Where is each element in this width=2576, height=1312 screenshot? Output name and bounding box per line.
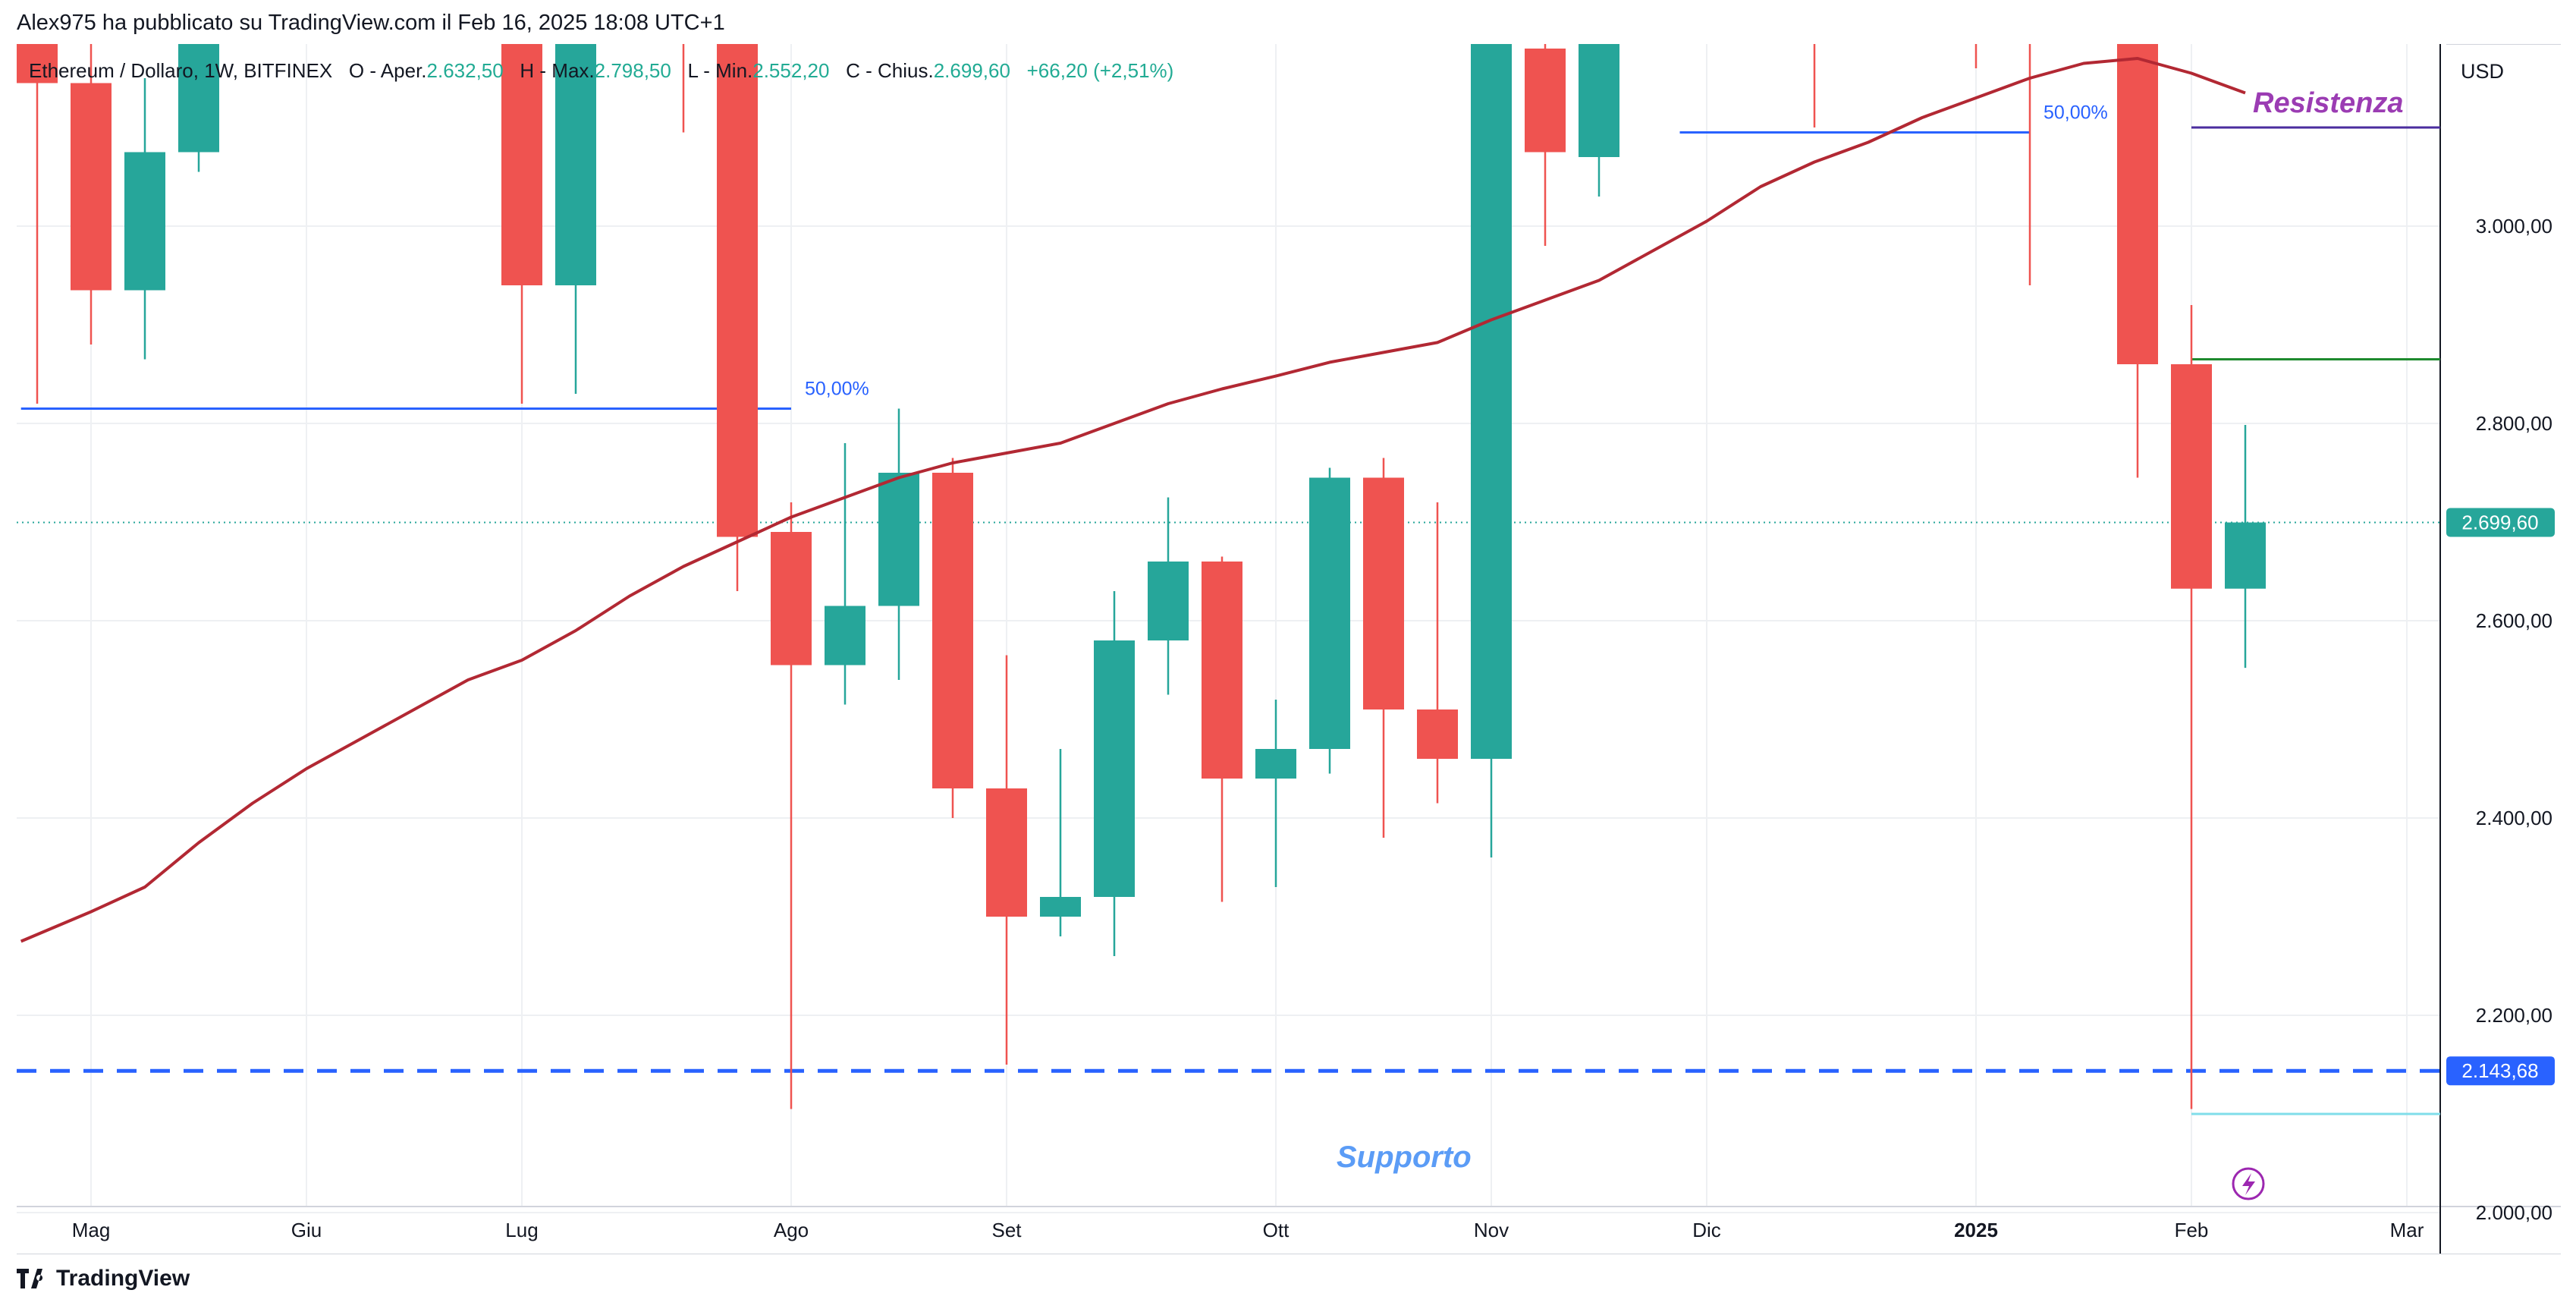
time-tick-label: Feb <box>2175 1219 2209 1241</box>
candle-body <box>986 788 1027 917</box>
candle-body <box>1579 44 1619 157</box>
support-label: Supporto <box>1337 1141 1472 1174</box>
price-tick-label: 2.800,00 <box>2476 412 2552 435</box>
candle-body <box>124 152 165 291</box>
candle-body <box>1363 477 1404 709</box>
price-tick-label: 2.600,00 <box>2476 609 2552 632</box>
high-label: H - Max. <box>520 59 595 82</box>
candle-body <box>1202 562 1242 779</box>
candle-body <box>878 473 919 606</box>
candle-body <box>1040 897 1081 917</box>
candle-body <box>1525 49 1566 153</box>
candle-body <box>717 44 758 537</box>
last-price-tag <box>2446 508 2555 537</box>
time-tick-label: Lug <box>505 1219 538 1241</box>
tradingview-logo[interactable]: TradingView <box>17 1266 190 1292</box>
lightning-icon[interactable] <box>2232 1167 2265 1200</box>
candle-body <box>178 44 219 153</box>
price-tick-label: 2.400,00 <box>2476 807 2552 829</box>
support-price-tag-label: 2.143,68 <box>2461 1059 2538 1082</box>
candle-body <box>932 473 973 788</box>
high-value: 2.798,50 <box>594 59 671 82</box>
resistance-label: Resistenza <box>2253 87 2404 119</box>
candle-body <box>1148 562 1189 640</box>
tradingview-logo-icon <box>17 1269 43 1288</box>
open-label: O - Aper. <box>348 59 427 82</box>
time-tick-label: Mar <box>2390 1219 2424 1241</box>
fib-level-label: 50,00% <box>2044 102 2108 124</box>
candle-body <box>555 44 596 285</box>
candle-body <box>71 83 112 291</box>
candle-body <box>771 532 812 665</box>
candle-body <box>2225 522 2266 589</box>
ohlc-legend: Ethereum / Dollaro, 1W, BITFINEX O - Ape… <box>29 59 1173 83</box>
candle-body <box>501 44 542 285</box>
brand-name: TradingView <box>56 1266 190 1291</box>
close-value: 2.699,60 <box>933 59 1010 82</box>
last-price-tag-label: 2.699,60 <box>2461 511 2538 534</box>
fib-level-label: 50,00% <box>805 379 869 400</box>
time-tick-label: Mag <box>72 1219 111 1241</box>
open-value: 2.632,50 <box>426 59 504 82</box>
candle-body <box>17 44 58 83</box>
price-tick-label: 2.000,00 <box>2476 1201 2552 1224</box>
price-chart[interactable]: 0,00%50,00%0,00%50,00%ResistenzaSupporto… <box>17 44 2561 1254</box>
candle-body <box>2117 44 2158 364</box>
currency-label[interactable]: USD <box>2461 60 2504 83</box>
time-tick-label: Dic <box>1692 1219 1721 1241</box>
candle-body <box>1471 44 1512 759</box>
time-tick-label: Ott <box>1263 1219 1290 1241</box>
candle-body <box>1309 477 1350 749</box>
candlestick-chart: 0,00%50,00%0,00%50,00%ResistenzaSupporto… <box>17 44 2561 1254</box>
time-tick-label: Ago <box>774 1219 809 1241</box>
symbol-label[interactable]: Ethereum / Dollaro, 1W, BITFINEX <box>29 59 333 82</box>
candle-body <box>2171 364 2212 589</box>
change-value: +66,20 (+2,51%) <box>1026 59 1174 82</box>
close-label: C - Chius. <box>846 59 934 82</box>
price-tick-label: 3.000,00 <box>2476 215 2552 238</box>
time-tick-label: Nov <box>1474 1219 1509 1241</box>
candle-body <box>1255 749 1296 779</box>
time-tick-label: Giu <box>291 1219 322 1241</box>
support-price-tag <box>2446 1056 2555 1086</box>
low-value: 2.552,20 <box>752 59 830 82</box>
candle-body <box>1094 640 1135 897</box>
time-tick-label: Set <box>991 1219 1022 1241</box>
time-tick-label: 2025 <box>1954 1219 1998 1241</box>
publish-info: Alex975 ha pubblicato su TradingView.com… <box>17 11 725 35</box>
low-label: L - Min. <box>687 59 753 82</box>
price-tick-label: 2.200,00 <box>2476 1004 2552 1027</box>
moving-average-line <box>20 57 2246 943</box>
candle-body <box>825 606 865 665</box>
candle-body <box>1417 709 1458 759</box>
lightning-bolt-icon <box>2242 1173 2255 1195</box>
